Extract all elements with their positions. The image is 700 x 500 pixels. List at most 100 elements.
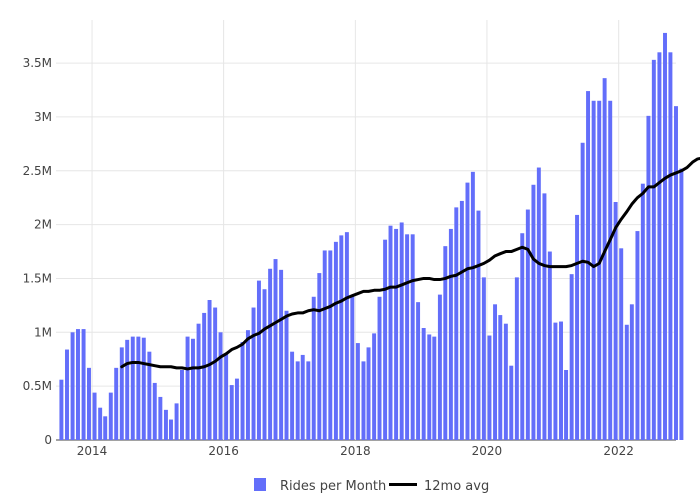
bar — [624, 324, 629, 440]
bar — [125, 339, 130, 440]
bar — [344, 232, 349, 440]
x-tick-label: 2014 — [77, 444, 108, 458]
bar — [663, 32, 667, 441]
bar — [448, 228, 453, 440]
bar — [613, 202, 618, 440]
bar — [300, 354, 305, 440]
bar — [87, 367, 91, 440]
bar — [564, 370, 569, 440]
gridlines — [56, 20, 676, 441]
bar — [152, 382, 157, 440]
bar — [646, 115, 651, 440]
bar — [103, 416, 108, 440]
bar — [487, 335, 492, 440]
bar — [169, 419, 173, 440]
bar — [559, 321, 563, 440]
bar — [81, 329, 86, 440]
bar — [218, 332, 223, 440]
bar — [509, 365, 514, 440]
y-axis: 0 0.5M 1M 1.5M 2M 2.5M 3M 3.5M — [23, 56, 52, 447]
bar — [290, 351, 295, 440]
bar — [608, 100, 613, 441]
bar — [92, 392, 97, 440]
bar — [229, 385, 234, 440]
bar — [465, 182, 470, 440]
bar — [619, 248, 624, 440]
bar — [377, 296, 382, 440]
y-tick-label: 1.5M — [23, 271, 52, 285]
bar — [668, 52, 673, 441]
y-tick-label: 1M — [34, 325, 52, 339]
y-tick-label: 2.5M — [23, 164, 52, 178]
bar — [141, 337, 146, 440]
bar — [394, 228, 399, 440]
bar — [245, 330, 250, 440]
bar — [427, 334, 432, 440]
bar — [262, 289, 267, 440]
bar — [306, 361, 311, 440]
bar — [640, 183, 645, 440]
bar — [602, 78, 607, 441]
bar — [355, 343, 360, 440]
bar — [202, 312, 207, 440]
legend: Rides per Month 12mo avg — [254, 478, 489, 494]
bar — [268, 268, 273, 440]
bar — [372, 333, 377, 440]
bar — [350, 295, 355, 440]
bar — [147, 351, 152, 440]
bar — [59, 379, 64, 440]
bar — [597, 100, 602, 441]
bar — [251, 307, 256, 440]
y-tick-label: 3.5M — [23, 56, 52, 70]
bar — [108, 392, 113, 440]
bar — [531, 184, 536, 440]
bar — [542, 193, 547, 440]
bar — [399, 222, 404, 440]
y-tick-label: 0.5M — [23, 379, 52, 393]
bar — [317, 273, 322, 440]
legend-label-avg: 12mo avg — [424, 479, 489, 494]
bar — [575, 214, 580, 440]
bar — [240, 342, 245, 440]
bar — [361, 361, 366, 440]
bar — [410, 234, 415, 440]
bar — [432, 336, 437, 440]
bar — [158, 396, 163, 440]
bar — [525, 209, 530, 440]
bar — [328, 250, 333, 440]
x-tick-label: 2020 — [472, 444, 503, 458]
bar — [503, 323, 508, 440]
legend-label-rides: Rides per Month — [280, 479, 386, 494]
bar — [284, 310, 289, 440]
bar — [130, 336, 135, 440]
bar — [679, 168, 684, 440]
bar — [553, 322, 558, 440]
y-tick-label: 0 — [44, 433, 52, 447]
bar — [180, 370, 184, 440]
bar — [163, 409, 168, 440]
bar — [311, 296, 316, 440]
bar — [196, 323, 201, 440]
x-tick-label: 2018 — [340, 444, 371, 458]
bar — [65, 349, 69, 440]
bar — [657, 52, 662, 441]
line-series — [120, 156, 700, 371]
bar — [366, 347, 371, 440]
bar — [443, 246, 448, 440]
bar — [481, 277, 486, 440]
bar — [295, 361, 300, 440]
bar — [174, 403, 179, 440]
x-axis: 2014 2016 2018 2020 2022 — [77, 444, 634, 458]
bar — [674, 106, 678, 441]
bar — [635, 231, 640, 440]
bar — [520, 233, 525, 440]
bar — [437, 294, 442, 440]
bar — [454, 207, 459, 440]
bar — [476, 210, 481, 440]
bar — [470, 171, 475, 440]
bar — [224, 353, 229, 440]
y-tick-label: 2M — [34, 218, 52, 232]
bar — [76, 329, 80, 440]
bar — [191, 338, 195, 440]
